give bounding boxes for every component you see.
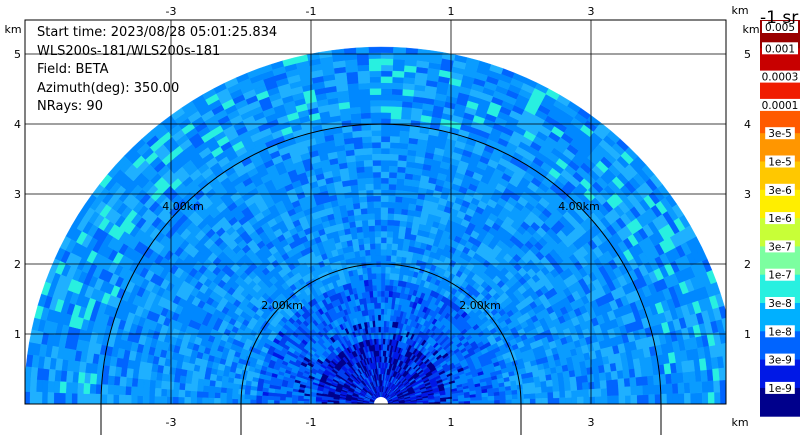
plot-frame [24,19,727,405]
instrument-text: WLS200s-181/WLS200s-181 [37,43,221,59]
x-tick-label-bottom: 3 [588,416,595,429]
colorbar-label: 1e-5 [768,157,792,169]
info-panel: Start time: 2023/08/28 05:01:25.834 WLS2… [37,24,277,117]
range-ring [240,263,522,439]
colorbar-label-bg [765,127,795,140]
x-tick-label-bottom: -3 [166,416,177,429]
colorbar-label-bg [765,183,795,196]
y-tick-label-right: 2 [744,258,751,271]
y-tick-label-left: 4 [14,118,21,131]
colorbar-label: 0.005 [765,22,795,34]
y-tick-label-left: 1 [14,328,21,341]
colorbar-title: -1 sr [760,8,799,28]
y-tick-label-right: 5 [744,48,751,61]
colorbar-label-bg [765,381,795,394]
y-tick-label-left: 2 [14,258,21,271]
range-ring [100,123,662,439]
x-tick-label-top: -1 [306,5,317,18]
range-ring-label: 2.00km [459,299,501,312]
y-tick-label-right: 1 [744,328,751,341]
y-axis-unit-label: km [4,23,21,36]
colorbar-label-bg [765,297,795,309]
colorbar-label-bg [762,21,798,33]
colorbar-label: 3e-5 [768,128,792,140]
colorbar-label-bg [765,353,795,366]
colorbar-label-bg [765,268,795,281]
field-text: Field: BETA [37,62,109,77]
colorbar-label: 0.0001 [762,100,799,112]
nrays-text: NRays: 90 [37,99,103,114]
colorbar-label: 1e-9 [768,383,792,395]
colorbar-label: 1e-7 [768,270,792,282]
radar-data-layer [25,46,726,404]
colorbar-label-bg [765,325,795,338]
y-axis-unit-label: km [742,23,759,36]
colorbar-label: 3e-7 [768,241,792,253]
range-ring-label: 4.00km [558,200,600,213]
axis-ticks: -3 -3 -1 -1 1 1 3 3 1 1 2 2 3 3 4 4 5 5 km km km km [4,4,759,429]
x-tick-label-top: -3 [166,5,177,18]
colorbar-label-bg [762,42,798,55]
y-tick-label-right: 4 [744,118,751,131]
y-tick-label-left: 5 [14,48,21,61]
colorbar-label-bg [765,155,795,168]
range-rings: 2.00km 2.00km 4.00km 4.00km [100,123,662,439]
colorbar-label: 0.001 [765,43,795,55]
start-time-text: Start time: 2023/08/28 05:01:25.834 [37,25,278,40]
colorbar-label: 3e-8 [768,298,792,310]
x-axis-unit-label: km [731,416,748,429]
x-axis-unit-label: km [731,4,748,17]
x-tick-label-top: 3 [588,5,595,18]
colorbar-label-bg [765,212,795,225]
colorbar-label: 1e-8 [768,326,792,338]
azimuth-text: Azimuth(deg): 350.00 [37,80,180,96]
y-tick-label-right: 3 [744,188,751,201]
y-tick-label-left: 3 [14,188,21,201]
x-tick-label-bottom: 1 [448,416,455,429]
range-ring-label: 2.00km [261,299,303,312]
colorbar-label: 3e-9 [768,355,792,367]
radar-cells [34,54,720,404]
colorbar-label: 0.0003 [762,72,799,84]
colorbar-label: 1e-6 [768,213,792,225]
colorbar: 0.005 0.001 0.0003 0.0001 3e-5 1e-5 3e-6 1e-6 3e… [758,20,800,417]
colorbar-label: 3e-6 [768,185,792,197]
range-ring-label: 4.00km [162,200,204,213]
colorbar-label-bg [758,70,800,83]
x-tick-label-bottom: -1 [306,416,317,429]
colorbar-label-bg [758,98,800,111]
x-tick-label-top: 1 [448,5,455,18]
blind-zone [374,397,388,404]
colorbar-label-bg [765,240,795,253]
